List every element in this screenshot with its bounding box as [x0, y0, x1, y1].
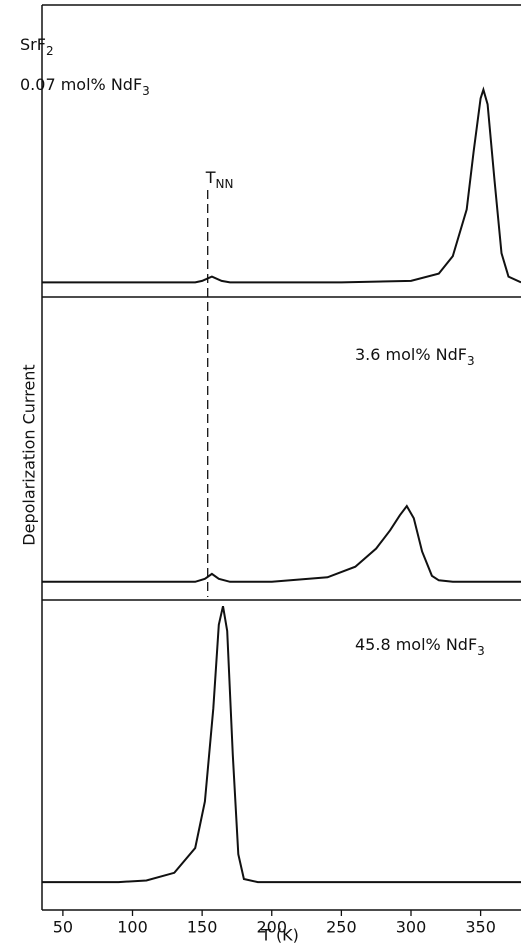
x-tick-label: 150 — [187, 918, 218, 937]
panel-label: 0.07 mol% NdF3 — [20, 75, 150, 98]
x-tick-label: 300 — [396, 918, 427, 937]
panel-label-sub: 3 — [477, 644, 485, 658]
x-tick-label: 250 — [326, 918, 357, 937]
panel-label: 3.6 mol% NdF3 — [355, 345, 475, 368]
panel-label-main: 0.07 mol% NdF — [20, 75, 142, 94]
panel-label-main: SrF — [20, 35, 46, 54]
curve — [42, 605, 521, 884]
y-axis-label: Depolarization Current — [20, 364, 39, 545]
x-tick-label: 50 — [53, 918, 73, 937]
x-tick-label: 100 — [117, 918, 148, 937]
curve — [42, 504, 521, 583]
x-axis-label: T (K) — [260, 926, 299, 945]
panel-label-main: 45.8 mol% NdF — [355, 635, 477, 654]
curve — [42, 86, 521, 284]
marker-label-sub: NN — [215, 177, 233, 191]
panel-label: SrF2 — [20, 35, 54, 58]
panel-label-sub: 3 — [467, 354, 475, 368]
panel-label-sub: 3 — [142, 84, 150, 98]
panel-label-sub: 2 — [46, 44, 54, 58]
x-tick-label: 350 — [465, 918, 496, 937]
marker-label: TNN — [205, 168, 234, 191]
marker-label-main: T — [205, 168, 216, 187]
panel-label-main: 3.6 mol% NdF — [355, 345, 467, 364]
x-tick-label: 200 — [256, 918, 287, 937]
panel-label: 45.8 mol% NdF3 — [355, 635, 485, 658]
